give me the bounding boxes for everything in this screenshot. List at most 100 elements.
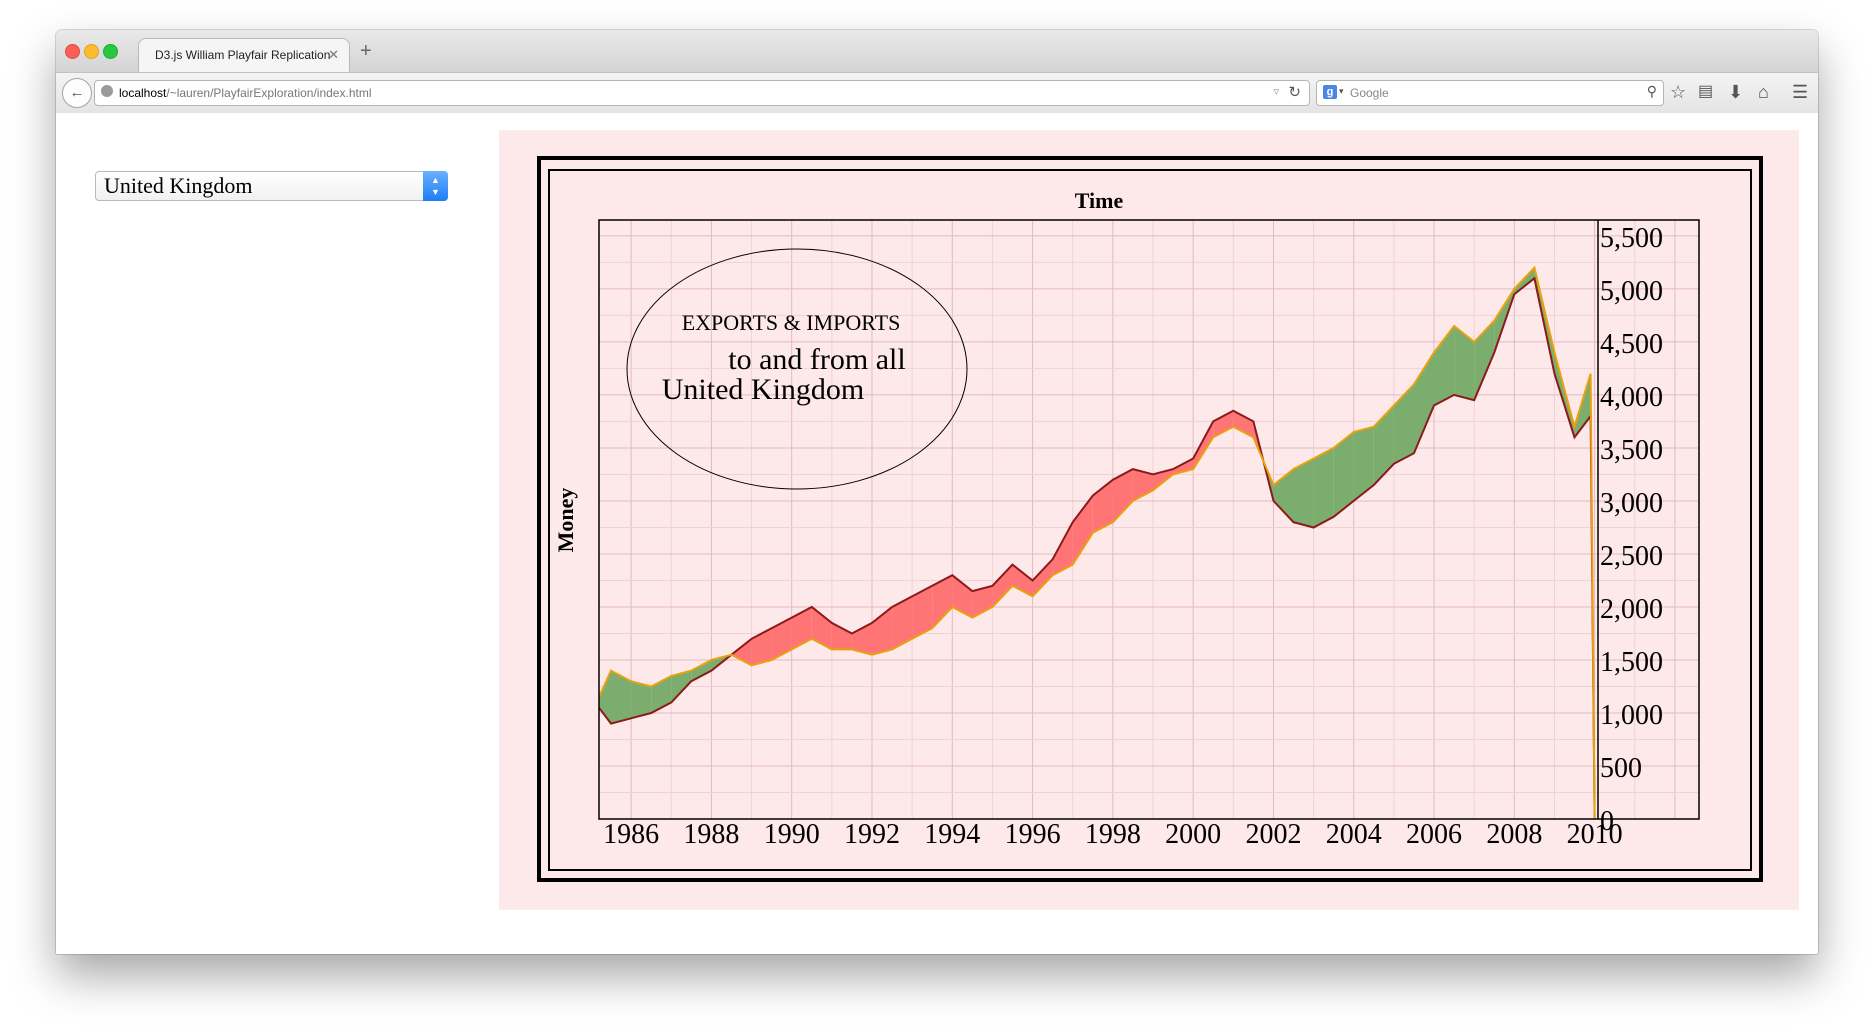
url-text: localhost/~lauren/PlayfairExploration/in…	[119, 86, 371, 100]
x-tick-label: 1988	[683, 819, 739, 850]
y-tick-label: 1,000	[1600, 700, 1663, 731]
tab-close-icon[interactable]: ✕	[328, 47, 339, 62]
surplus-area	[1454, 326, 1475, 401]
inner-frame	[548, 169, 1752, 871]
y-tick-label: 3,500	[1600, 435, 1663, 466]
x-tick-label: 2000	[1165, 819, 1221, 850]
x-tick-label: 1986	[603, 819, 659, 850]
x-tick-label: 2002	[1245, 819, 1301, 850]
download-icon[interactable]: ⬇	[1728, 82, 1744, 102]
page-content: United Kingdom ▲ ▼ 1986 1988 1990 1992 1994 19…	[56, 113, 1818, 954]
reading-list-icon[interactable]: ▤	[1698, 83, 1714, 100]
chart-title-line3: United Kingdom	[662, 373, 865, 406]
x-tick-label: 1994	[924, 819, 980, 850]
x-tick-label: 2004	[1326, 819, 1382, 850]
y-axis-ticks: 0 500 1,000 1,500 2,000 2,500 3,000 3,500 4,000 4…	[1600, 223, 1663, 837]
title-cartouche	[626, 248, 968, 490]
country-select-value: United Kingdom	[104, 173, 253, 198]
surplus-area	[1273, 469, 1294, 523]
x-tick-label: 1996	[1005, 819, 1061, 850]
surplus-area	[1393, 384, 1414, 464]
select-arrows-icon: ▲ ▼	[423, 171, 448, 201]
deficit-area	[1213, 410, 1234, 438]
chart-title-line1: EXPORTS & IMPORTS	[682, 310, 901, 335]
country-select[interactable]: United Kingdom ▲ ▼	[95, 171, 448, 201]
y-tick-label: 4,500	[1600, 329, 1663, 360]
tab-title: D3.js William Playfair Replication	[155, 48, 331, 62]
deficit-area	[1092, 479, 1113, 533]
surplus-area	[631, 681, 652, 719]
playfair-chart: 1986 1988 1990 1992 1994 1996 1998 2000 2002 2004…	[537, 156, 1763, 882]
x-tick-label: 2008	[1486, 819, 1542, 850]
y-tick-label: 2,000	[1600, 594, 1663, 625]
x-axis-ticks: 1986 1988 1990 1992 1994 1996 1998 2000 2002 2004…	[603, 819, 1623, 850]
search-placeholder: Google	[1350, 86, 1389, 100]
surplus-area	[1313, 447, 1334, 528]
deficit-area	[1132, 469, 1153, 501]
area-fills	[599, 267, 1595, 819]
y-tick-label: 5,000	[1600, 276, 1663, 307]
x-tick-label: 1992	[844, 819, 900, 850]
back-arrow-icon[interactable]: ←	[62, 78, 92, 108]
deficit-area	[1012, 564, 1033, 597]
home-icon[interactable]: ⌂	[1758, 82, 1769, 102]
maximize-window-button[interactable]	[103, 44, 118, 59]
exports-line	[598, 265, 1596, 820]
surplus-area	[671, 670, 692, 703]
close-window-button[interactable]	[65, 44, 80, 59]
minimize-window-button[interactable]	[84, 44, 99, 59]
surplus-area	[611, 670, 632, 724]
x-axis-label: Time	[1075, 188, 1124, 213]
y-tick-label: 5,500	[1600, 223, 1663, 254]
deficit-area	[892, 596, 913, 650]
surplus-area	[1333, 432, 1354, 517]
surplus-area	[1293, 458, 1314, 528]
surplus-area	[1353, 426, 1374, 501]
plot-border	[598, 219, 1700, 820]
google-g-icon[interactable]: g	[1323, 85, 1337, 99]
deficit-area	[1072, 495, 1093, 565]
deficit-area	[872, 607, 893, 655]
surplus-area	[1373, 405, 1394, 485]
bookmark-star-icon[interactable]: ☆	[1670, 82, 1687, 102]
y-tick-label: 3,000	[1600, 488, 1663, 519]
deficit-area	[1233, 410, 1254, 438]
globe-icon	[101, 85, 113, 97]
deficit-area	[1052, 522, 1073, 576]
menu-icon[interactable]: ☰	[1792, 82, 1809, 102]
browser-tab[interactable]: D3.js William Playfair Replication ✕	[138, 38, 350, 73]
surplus-area	[1474, 320, 1495, 401]
deficit-area	[731, 638, 752, 666]
imports-line	[598, 276, 1596, 820]
deficit-area	[1032, 559, 1053, 597]
surplus-area	[691, 660, 712, 682]
deficit-area	[831, 622, 852, 650]
outer-frame	[537, 156, 1763, 882]
deficit-area	[992, 564, 1013, 607]
address-bar[interactable]: localhost/~lauren/PlayfairExploration/in…	[94, 80, 1310, 106]
url-host: localhost	[119, 86, 167, 100]
url-path: /~lauren/PlayfairExploration/index.html	[166, 86, 372, 100]
url-dropdown-icon[interactable]: ▿	[1273, 86, 1279, 98]
deficit-area	[771, 617, 792, 660]
deficit-area	[1112, 469, 1133, 523]
browser-window: D3.js William Playfair Replication ✕ + ←…	[56, 30, 1818, 954]
tab-bar: D3.js William Playfair Replication ✕ +	[56, 30, 1818, 73]
deficit-area	[811, 607, 832, 650]
deficit-area	[791, 607, 812, 650]
new-tab-icon[interactable]: +	[360, 40, 372, 62]
search-engine-dropdown-icon[interactable]: ▾	[1339, 86, 1344, 96]
reload-icon[interactable]: ↻	[1288, 84, 1301, 101]
deficit-area	[1193, 421, 1214, 470]
surplus-area	[651, 675, 672, 713]
y-tick-label: 2,500	[1600, 541, 1663, 572]
search-bar[interactable]: g ▾ Google ⚲	[1316, 80, 1664, 106]
deficit-area	[912, 585, 933, 639]
chart-panel: 1986 1988 1990 1992 1994 1996 1998 2000 2002 2004…	[499, 130, 1799, 910]
navigation-toolbar: ← localhost/~lauren/PlayfairExploration/…	[56, 72, 1818, 114]
y-axis-label: Money	[553, 488, 578, 553]
x-tick-label: 2006	[1406, 819, 1462, 850]
deficit-area	[1153, 469, 1174, 491]
search-icon[interactable]: ⚲	[1646, 83, 1657, 99]
x-tick-label: 1998	[1085, 819, 1141, 850]
